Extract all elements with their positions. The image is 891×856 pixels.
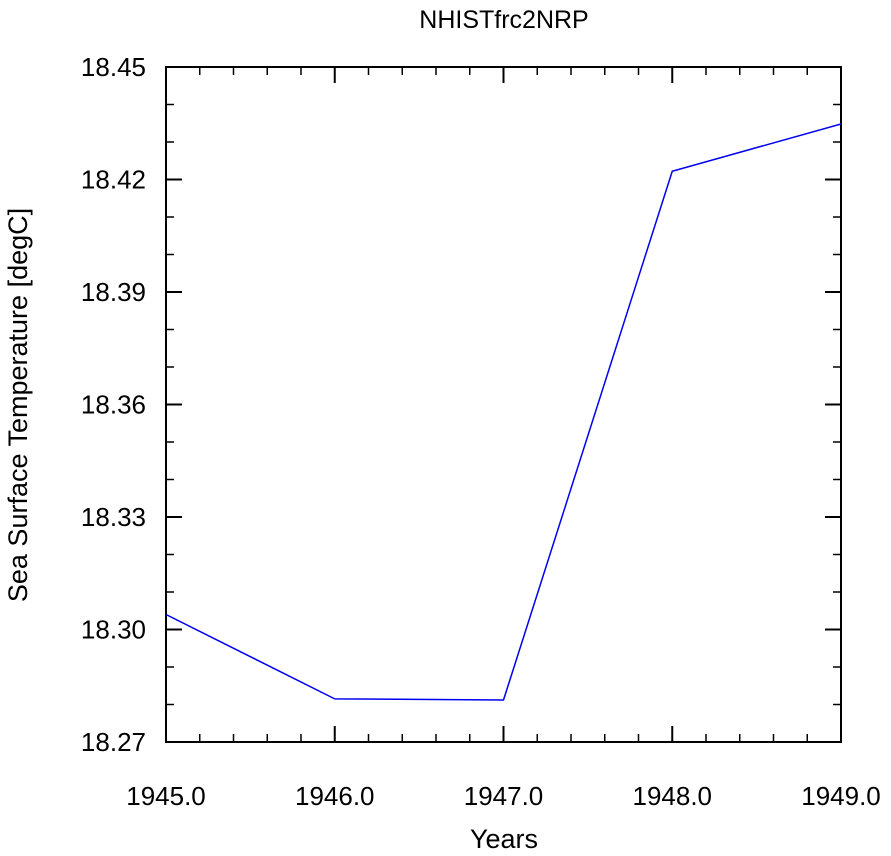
series-lines: [165, 123, 842, 701]
x-tick-label: 1948.0: [632, 781, 712, 811]
x-tick-label: 1946.0: [295, 781, 375, 811]
major-ticks: [165, 66, 842, 743]
y-tick-label: 18.36: [81, 390, 146, 420]
y-axis-label: Sea Surface Temperature [degC]: [3, 208, 33, 602]
plot-border: [165, 66, 842, 743]
y-tick-label: 18.27: [81, 727, 146, 757]
x-tick-labels: 1945.0 1946.0 1947.0 1948.0 1949.0: [126, 781, 881, 811]
y-tick-label: 18.30: [81, 615, 146, 645]
y-tick-label: 18.39: [81, 277, 146, 307]
minor-ticks: [166, 67, 841, 742]
y-tick-label: 18.33: [81, 502, 146, 532]
x-tick-label: 1945.0: [126, 781, 206, 811]
chart-title: NHISTfrc2NRP: [419, 6, 588, 34]
x-tick-label: 1947.0: [464, 781, 544, 811]
x-axis-label: Years: [470, 824, 538, 854]
x-tick-label: 1949.0: [801, 781, 881, 811]
y-tick-labels: 18.27 18.30 18.33 18.36 18.39 18.42 18.45: [81, 52, 146, 757]
series-line: [165, 123, 842, 701]
plot-area: [165, 66, 842, 743]
y-tick-label: 18.42: [81, 165, 146, 195]
y-tick-label: 18.45: [81, 52, 146, 82]
